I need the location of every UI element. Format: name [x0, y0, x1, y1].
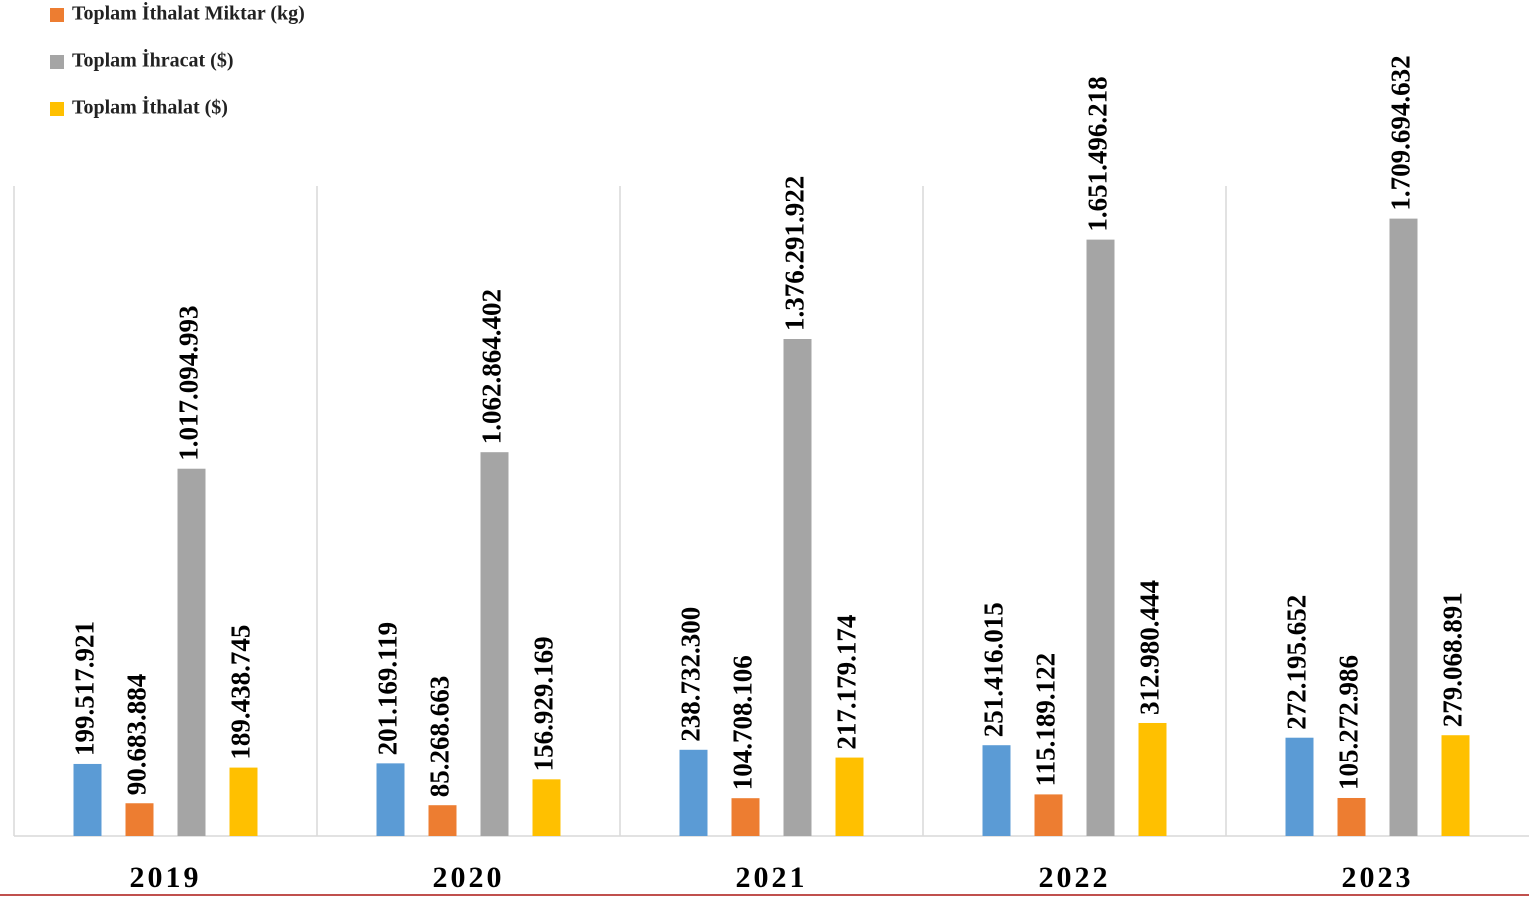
x-tick-label: 2019 [130, 861, 202, 894]
bar [835, 757, 864, 836]
x-tick-label: 2021 [736, 861, 808, 894]
bar [229, 767, 258, 836]
value-label: 1.376.291.922 [780, 176, 810, 331]
bar [1337, 797, 1366, 836]
bar [783, 339, 812, 836]
legend-label: Toplam İhracat ($) [72, 48, 233, 72]
bar [1034, 794, 1063, 836]
legend-swatch [50, 8, 64, 22]
bar [480, 452, 509, 836]
bar [1441, 735, 1470, 836]
bar [731, 798, 760, 836]
value-label: 217.179.174 [832, 615, 862, 750]
bar [177, 468, 206, 836]
value-label: 201.169.119 [373, 622, 403, 756]
x-tick-label: 2022 [1039, 861, 1111, 894]
value-label: 312.980.444 [1135, 580, 1165, 715]
value-label: 1.017.094.993 [174, 305, 204, 460]
value-label: 85.268.663 [425, 676, 455, 798]
value-label: 279.068.891 [1438, 592, 1468, 727]
legend-label: Toplam İthalat Miktar (kg) [72, 1, 305, 25]
bar [428, 805, 457, 836]
x-tick-label: 2020 [433, 861, 505, 894]
value-label: 1.709.694.632 [1386, 55, 1416, 210]
value-label: 1.062.864.402 [477, 289, 507, 444]
value-label: 1.651.496.218 [1083, 76, 1113, 231]
value-label: 189.438.745 [226, 625, 256, 760]
bar [532, 779, 561, 836]
value-label: 199.517.921 [70, 621, 100, 756]
legend-swatch [50, 102, 64, 116]
value-label: 272.195.652 [1282, 595, 1312, 730]
legend-label: Toplam İthalat ($) [72, 95, 228, 119]
bar [125, 803, 154, 836]
value-label: 115.189.122 [1031, 653, 1061, 787]
value-label: 156.929.169 [529, 636, 559, 771]
bar [376, 763, 405, 836]
bar [1138, 722, 1167, 836]
value-label: 90.683.884 [122, 674, 152, 796]
value-label: 104.708.106 [728, 655, 758, 790]
value-label: 251.416.015 [979, 602, 1009, 737]
bar [1086, 239, 1115, 837]
bar [1285, 737, 1314, 836]
bar [679, 749, 708, 836]
legend-swatch [50, 55, 64, 69]
bar [1389, 218, 1418, 836]
value-label: 105.272.986 [1334, 655, 1364, 790]
bar [982, 745, 1011, 836]
bar [73, 763, 102, 836]
value-label: 238.732.300 [676, 607, 706, 742]
x-tick-label: 2023 [1342, 861, 1414, 894]
